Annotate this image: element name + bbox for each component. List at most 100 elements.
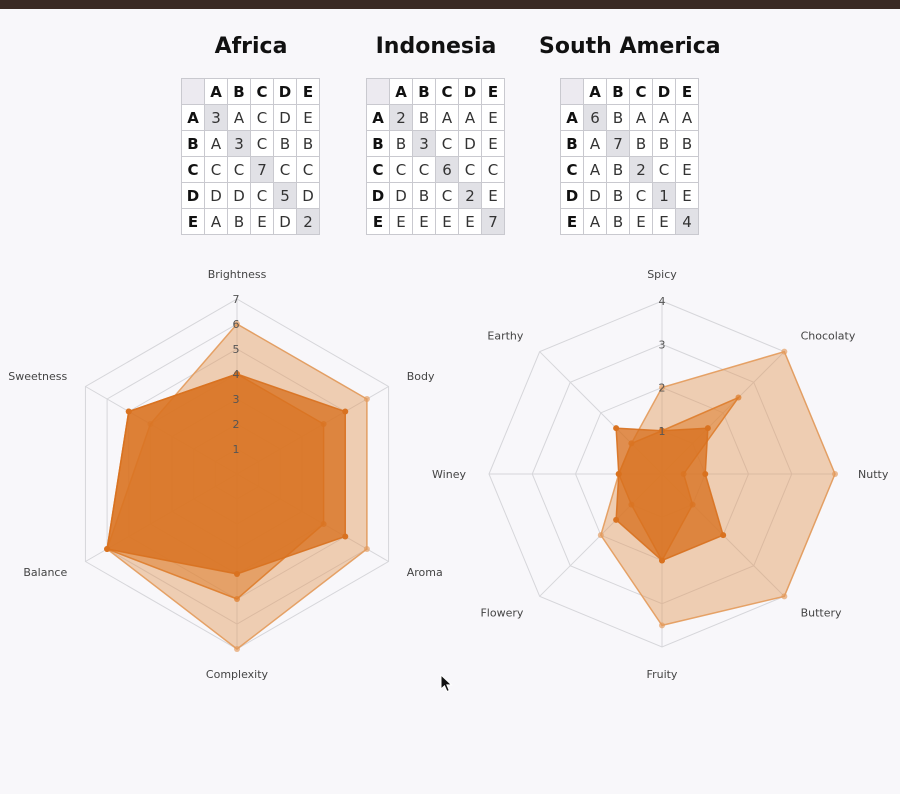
column-header: D: [458, 78, 482, 105]
table-cell: A: [629, 104, 653, 131]
row-header: B: [560, 130, 584, 157]
axis-label-winey: Winey: [432, 468, 466, 481]
table-cell: B: [675, 130, 699, 157]
table-cell: A: [458, 104, 482, 131]
axis-label-chocolaty: Chocolaty: [801, 329, 856, 342]
table-cell: C: [250, 104, 274, 131]
diagonal-cell: 1: [652, 182, 676, 209]
tick-label: 1: [233, 443, 240, 456]
row-header: D: [366, 182, 390, 209]
radar-point: [659, 622, 665, 629]
radar-point: [234, 371, 240, 377]
radar-point: [234, 646, 240, 652]
radar-point: [597, 532, 604, 539]
window-top-bar: [0, 0, 900, 9]
row-header: A: [181, 104, 205, 131]
tick-label: 1: [659, 425, 666, 438]
tick-label: 3: [233, 393, 240, 406]
radar-point: [704, 425, 711, 432]
table-cell: C: [481, 156, 505, 183]
africa-title: Africa: [214, 34, 288, 59]
radar-point: [363, 546, 370, 552]
row-header: D: [560, 182, 584, 209]
axis-label-brightness: Brightness: [208, 268, 267, 281]
column-header: A: [204, 78, 228, 105]
radar-point: [234, 571, 240, 577]
diagonal-cell: 6: [583, 104, 607, 131]
tick-label: 3: [659, 338, 666, 351]
column-header: C: [435, 78, 459, 105]
table-cell: B: [227, 208, 251, 235]
row-header: C: [560, 156, 584, 183]
axis-label-buttery: Buttery: [801, 607, 842, 620]
table-cell: C: [435, 130, 459, 157]
column-header: A: [583, 78, 607, 105]
table-cell: C: [458, 156, 482, 183]
row-header: A: [560, 104, 584, 131]
table-cell: E: [481, 104, 505, 131]
table-cell: C: [389, 156, 413, 183]
axis-label-sweetness: Sweetness: [8, 370, 67, 383]
table-cell: E: [250, 208, 274, 235]
mouse-pointer-icon: [440, 673, 453, 693]
diagonal-cell: 7: [481, 208, 505, 235]
radar-point: [720, 532, 727, 539]
indonesia-title: Indonesia: [375, 34, 497, 59]
radar-point: [659, 427, 665, 434]
diagonal-cell: 7: [250, 156, 274, 183]
axis-label-balance: Balance: [23, 566, 67, 579]
axis-label-aroma: Aroma: [407, 566, 443, 579]
row-header: C: [366, 156, 390, 183]
tick-label: 4: [233, 368, 240, 381]
radar-point: [615, 471, 622, 477]
axis-label-body: Body: [407, 370, 435, 383]
table-cell: E: [435, 208, 459, 235]
axis-label-complexity: Complexity: [206, 668, 269, 681]
tick-label: 2: [659, 382, 666, 395]
radar-point: [342, 408, 349, 415]
table-cell: E: [481, 182, 505, 209]
row-header: E: [560, 208, 584, 235]
table-cell: E: [481, 130, 505, 157]
table-cell: C: [296, 156, 320, 183]
table-cell: E: [629, 208, 653, 235]
column-header: B: [227, 78, 251, 105]
radar-point: [781, 593, 788, 600]
radar-point: [613, 516, 620, 523]
row-header: E: [366, 208, 390, 235]
column-header: E: [296, 78, 320, 105]
table-cell: E: [389, 208, 413, 235]
radar-point: [735, 394, 742, 401]
axis-label-nutty: Nutty: [858, 468, 889, 481]
table-cell: B: [273, 130, 297, 157]
table-cell: B: [296, 130, 320, 157]
table-cell: D: [389, 182, 413, 209]
column-header: E: [481, 78, 505, 105]
table-cell: D: [583, 182, 607, 209]
column-header: D: [273, 78, 297, 105]
table-corner-cell: [560, 78, 584, 105]
table-cell: E: [296, 104, 320, 131]
tick-label: 5: [233, 343, 240, 356]
row-header: C: [181, 156, 205, 183]
tick-label: 7: [233, 293, 240, 306]
table-cell: E: [652, 208, 676, 235]
radar-point: [363, 396, 370, 402]
table-cell: C: [227, 156, 251, 183]
south-america-title: South America: [539, 34, 721, 59]
diagonal-cell: 2: [296, 208, 320, 235]
tick-label: 2: [233, 418, 240, 431]
table-corner-cell: [181, 78, 205, 105]
